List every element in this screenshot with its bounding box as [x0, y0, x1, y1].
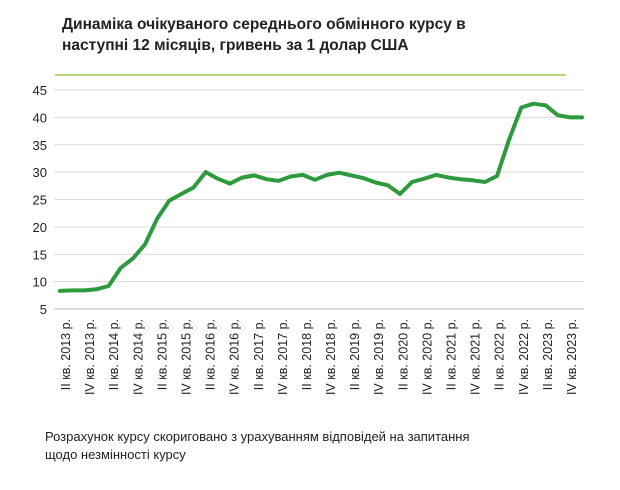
y-tick-label: 40 — [33, 110, 47, 125]
data-point — [556, 113, 560, 117]
data-point — [289, 175, 293, 178]
data-point — [568, 115, 572, 119]
data-point — [459, 177, 463, 181]
data-point — [544, 103, 548, 107]
data-point — [337, 171, 341, 175]
data-point — [483, 180, 487, 184]
data-point — [374, 181, 378, 184]
data-point — [94, 287, 98, 291]
data-point — [192, 186, 195, 189]
x-tick-label: II кв. 2021 р. — [445, 319, 459, 390]
chart-title-line-2: наступні 12 місяців, гривень за 1 долар … — [62, 37, 409, 54]
x-tick-label: IV кв. 2017 р. — [276, 319, 290, 395]
x-tick-label: II кв. 2016 р. — [204, 319, 218, 390]
data-point — [216, 177, 220, 181]
data-point — [325, 173, 329, 177]
x-tick-label: IV кв. 2021 р. — [469, 319, 483, 395]
x-tick-label: II кв. 2019 р. — [348, 319, 362, 390]
data-point — [398, 192, 402, 196]
footnote-line-1: Розрахунок курсу скориговано з урахуванн… — [45, 429, 470, 444]
data-point — [131, 257, 135, 261]
data-point — [447, 176, 450, 180]
x-tick-label: IV кв. 2020 р. — [420, 319, 434, 395]
data-point — [313, 178, 317, 182]
y-tick-label: 30 — [33, 165, 47, 180]
data-point — [179, 192, 183, 196]
data-point — [386, 183, 390, 187]
x-tick-label: II кв. 2017 р. — [252, 319, 266, 390]
data-point — [349, 173, 353, 177]
x-tick-label: IV кв. 2016 р. — [228, 319, 242, 395]
data-point — [240, 176, 244, 180]
x-tick-label: IV кв. 2014 р. — [131, 319, 145, 395]
data-point — [228, 182, 232, 186]
x-tick-label: IV кв. 2015 р. — [180, 319, 194, 395]
data-point — [519, 106, 523, 109]
x-tick-label: IV кв. 2013 р. — [83, 319, 97, 395]
x-tick-label: IV кв. 2018 р. — [324, 319, 338, 395]
y-tick-label: 5 — [40, 302, 47, 317]
data-point — [82, 288, 86, 292]
x-tick-label: IV кв. 2023 р. — [565, 319, 579, 395]
data-point — [119, 266, 123, 270]
x-tick-label: II кв. 2022 р. — [493, 319, 507, 390]
chart-footnote: Розрахунок курсу скориговано з урахуванн… — [45, 428, 605, 464]
x-tick-label: II кв. 2018 р. — [300, 319, 314, 390]
x-tick-label: IV кв. 2019 р. — [372, 319, 386, 395]
data-point — [410, 180, 414, 184]
series-line — [58, 101, 584, 293]
data-point — [277, 179, 280, 183]
chart-title: Динаміка очікуваного середнього обмінног… — [62, 14, 582, 56]
y-tick-label: 15 — [33, 247, 47, 262]
data-point — [155, 217, 159, 221]
data-point — [434, 173, 438, 177]
data-point — [507, 137, 511, 141]
data-point — [70, 288, 74, 292]
x-tick-label: II кв. 2014 р. — [107, 319, 121, 390]
data-point — [422, 177, 426, 181]
data-point — [58, 289, 62, 293]
data-point — [495, 174, 499, 178]
footnote-line-2: щодо незмінності курсу — [45, 447, 186, 462]
x-tick-label: II кв. 2020 р. — [396, 319, 410, 390]
x-tick-label: IV кв. 2022 р. — [517, 319, 531, 395]
y-tick-label: 20 — [33, 220, 47, 235]
y-tick-label: 45 — [33, 83, 47, 98]
data-point — [362, 176, 365, 180]
data-point — [252, 173, 256, 177]
data-point — [301, 173, 305, 177]
x-tick-label: II кв. 2013 р. — [59, 319, 73, 390]
data-point — [143, 242, 147, 246]
data-point — [471, 178, 475, 182]
data-point — [264, 177, 268, 181]
data-point — [531, 102, 535, 106]
y-tick-label: 10 — [33, 275, 47, 290]
y-tick-label: 25 — [33, 193, 47, 208]
chart-title-line-1: Динаміка очікуваного середнього обмінног… — [62, 16, 466, 33]
data-point — [107, 284, 111, 288]
title-divider — [55, 74, 566, 76]
data-point — [167, 199, 171, 203]
x-tick-label: II кв. 2023 р. — [541, 319, 555, 390]
data-point — [580, 115, 584, 119]
data-point — [204, 170, 208, 174]
y-tick-label: 35 — [33, 138, 47, 153]
x-tick-label: II кв. 2015 р. — [155, 319, 169, 390]
